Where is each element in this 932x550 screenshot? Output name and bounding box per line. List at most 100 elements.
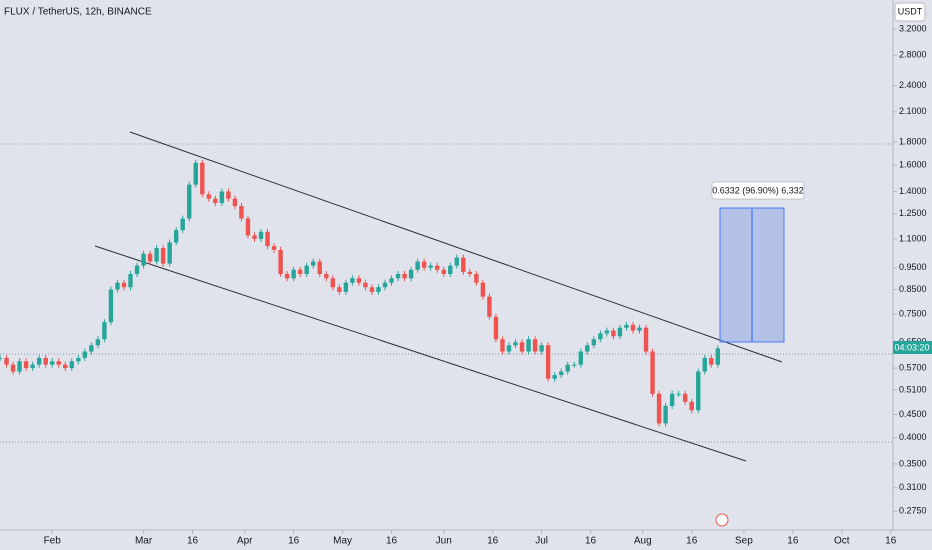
- candle: [36, 357, 42, 365]
- event-icon[interactable]: [715, 513, 729, 527]
- candle: [461, 257, 466, 272]
- candle: [441, 269, 446, 274]
- currency-button[interactable]: [894, 2, 926, 22]
- candle: [291, 269, 296, 279]
- candle: [598, 333, 603, 340]
- candle: [350, 278, 355, 283]
- x-tick-label: 16: [288, 536, 300, 547]
- x-tick-label: May: [333, 536, 352, 547]
- candle: [219, 191, 225, 204]
- candle: [23, 361, 29, 369]
- x-tick-label: 16: [686, 536, 698, 547]
- candle: [532, 339, 538, 352]
- candle: [689, 401, 694, 411]
- candle: [30, 364, 35, 369]
- candle: [585, 345, 590, 352]
- x-tick-label: 16: [885, 536, 897, 547]
- candle: [304, 265, 309, 274]
- plot: [0, 159, 721, 427]
- y-tick-label: 1.2500: [899, 208, 927, 218]
- currency-button-label[interactable]: USDT: [898, 6, 923, 16]
- y-tick-label: 0.5100: [899, 384, 927, 394]
- candle: [545, 345, 551, 379]
- y-tick-label: 1.1000: [899, 233, 927, 243]
- candle: [232, 198, 238, 207]
- candle: [572, 364, 577, 366]
- candle: [682, 393, 688, 402]
- x-tick-label: 16: [187, 536, 199, 547]
- candle: [702, 357, 707, 372]
- candle: [474, 273, 479, 283]
- candle: [115, 282, 120, 290]
- candle: [317, 261, 322, 274]
- x-tick-label: Jun: [436, 536, 452, 547]
- candle: [669, 393, 675, 406]
- candle: [134, 265, 140, 274]
- candle: [187, 184, 192, 219]
- candle: [363, 282, 368, 288]
- candle: [173, 230, 179, 243]
- candle: [252, 235, 257, 239]
- y-tick-label: 0.4000: [899, 432, 927, 442]
- y-tick-label: 0.2750: [899, 506, 927, 516]
- channel-line: [94, 245, 747, 462]
- candle: [604, 330, 610, 334]
- candle: [239, 206, 244, 219]
- y-tick-label: 0.7500: [899, 309, 927, 319]
- candle: [102, 322, 107, 340]
- y-tick-label: 0.3100: [899, 482, 927, 492]
- candle: [369, 287, 375, 292]
- candle: [637, 327, 642, 331]
- candle: [284, 273, 290, 279]
- candle: [578, 351, 583, 365]
- candle: [558, 371, 564, 376]
- candle: [650, 351, 655, 394]
- candle: [128, 273, 133, 288]
- candle: [278, 249, 283, 274]
- y-tick-label: 0.5700: [899, 362, 927, 372]
- candle: [448, 265, 453, 274]
- candle: [389, 278, 394, 283]
- candle: [506, 345, 512, 352]
- candle: [591, 339, 597, 346]
- y-tick-label: 0.4500: [899, 409, 927, 419]
- candle: [213, 198, 218, 204]
- candle: [63, 364, 68, 369]
- candle: [89, 345, 94, 352]
- y-tick-label: 1.8000: [899, 136, 927, 146]
- candle: [435, 265, 440, 270]
- x-tick-label: Apr: [237, 536, 253, 547]
- candle: [519, 342, 525, 352]
- candle: [206, 194, 212, 199]
- candle: [226, 191, 231, 199]
- candle: [467, 271, 473, 274]
- candle: [82, 351, 88, 358]
- candle: [50, 361, 55, 365]
- x-tick-label: Jul: [535, 536, 548, 547]
- candle: [311, 261, 316, 266]
- measure-label: 0.6332 (96.90%) 6,332: [712, 185, 804, 195]
- candle: [715, 348, 721, 365]
- candle: [656, 393, 662, 424]
- y-tick-label: 1.4000: [899, 186, 927, 196]
- candle: [69, 361, 74, 369]
- chart-title: FLUX / TetherUS, 12h, BINANCE: [4, 7, 152, 18]
- candle: [271, 246, 277, 250]
- candle: [630, 324, 636, 331]
- candle: [180, 218, 185, 231]
- candle: [408, 269, 414, 279]
- candle: [324, 273, 329, 279]
- x-tick-label: Sep: [735, 536, 753, 547]
- x-tick-label: Aug: [634, 536, 652, 547]
- candle: [611, 330, 616, 337]
- candle: [4, 357, 9, 365]
- candle: [513, 342, 518, 346]
- candle: [245, 218, 251, 236]
- candle: [421, 261, 427, 268]
- candle: [167, 242, 172, 264]
- candle: [565, 364, 570, 372]
- candle: [624, 324, 629, 328]
- candle: [500, 339, 505, 352]
